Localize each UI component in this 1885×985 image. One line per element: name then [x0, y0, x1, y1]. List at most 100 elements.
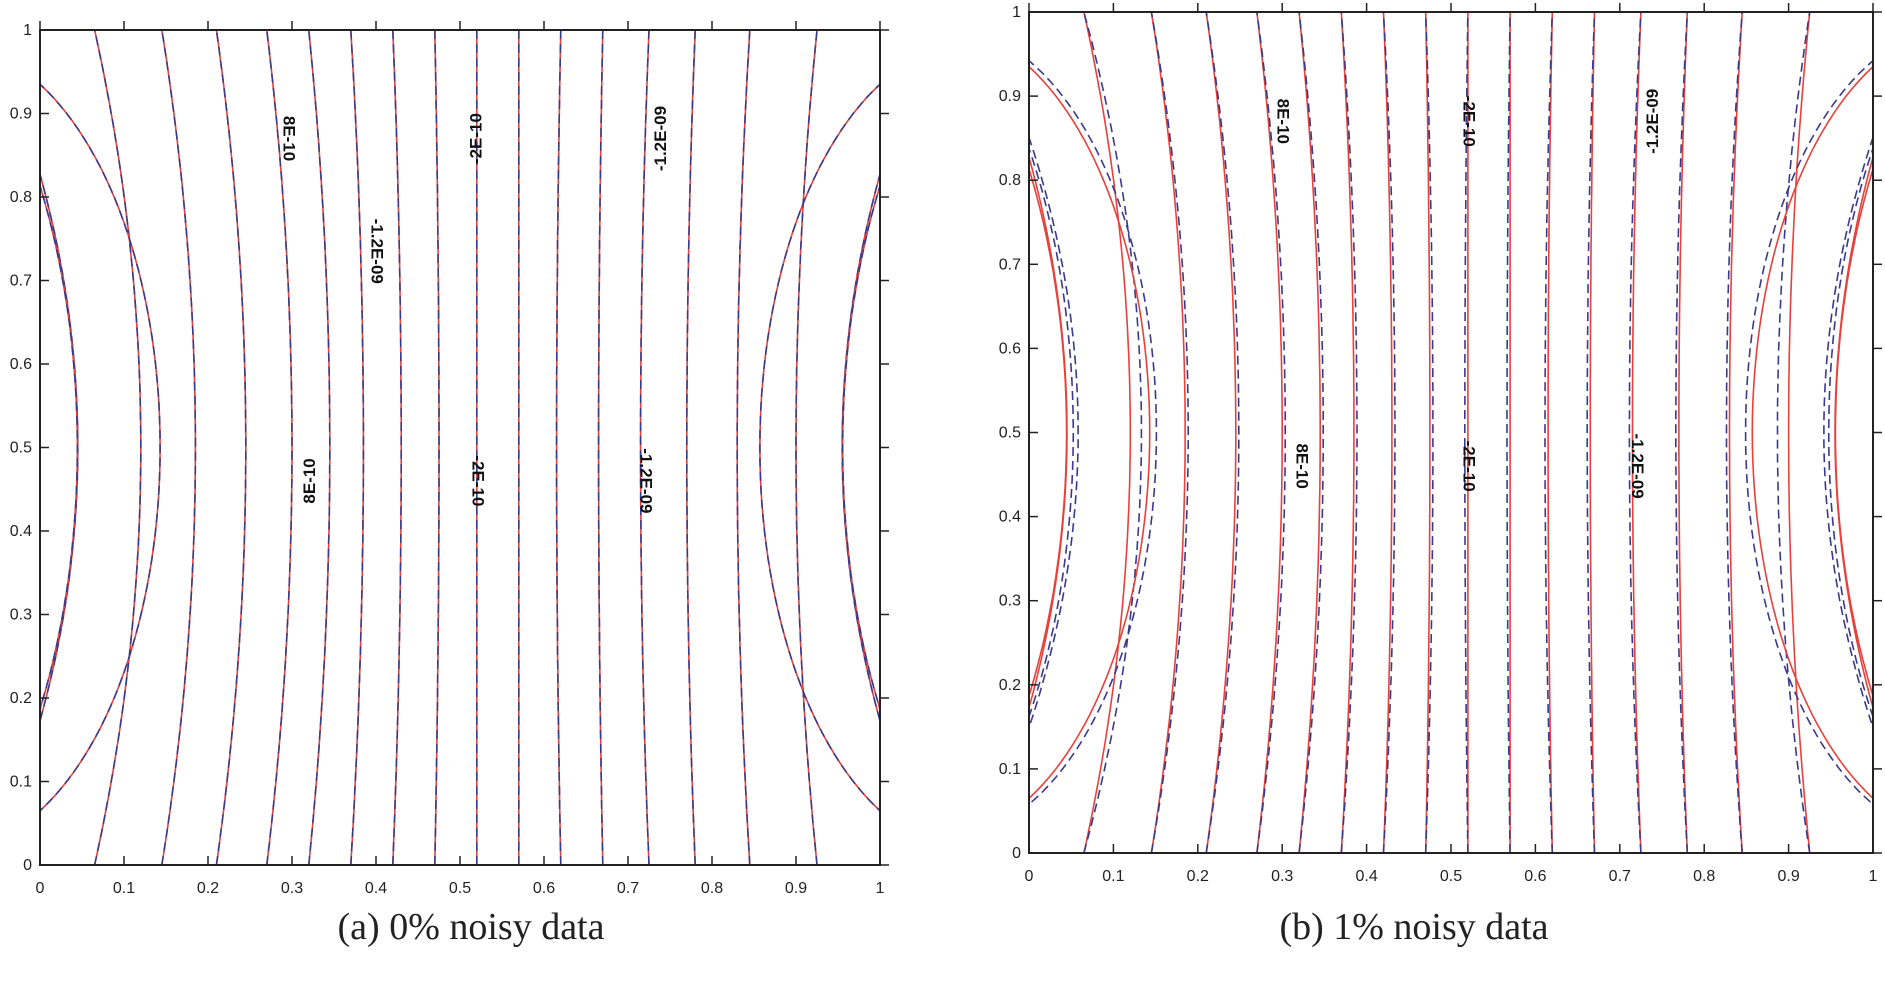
contour-approx-11 [1544, 12, 1554, 853]
contour-approx-1 [93, 30, 142, 865]
x-tick-label: 0.1 [1102, 868, 1124, 885]
contour-approx-16 [1776, 12, 1811, 853]
edge-contour-exact-2 [1029, 166, 1068, 699]
edge-contour-exact-3 [841, 183, 880, 712]
contour-approx-7 [1382, 12, 1396, 853]
contour-exact-6 [1340, 12, 1355, 853]
contour-approx-17 [1823, 134, 1873, 731]
y-tick-label: 0.3 [999, 593, 1021, 610]
x-tick-label: 1 [876, 880, 885, 897]
contour-label: -1.2E-09 [651, 106, 670, 171]
contour-approx-12 [1586, 12, 1596, 853]
contour-exact-16 [1787, 12, 1811, 853]
edge-contour-approx-1 [759, 83, 880, 812]
contour-exact-8 [434, 30, 440, 865]
contour-exact-7 [1382, 12, 1393, 853]
y-tick-label: 0.2 [999, 677, 1021, 694]
contour-label: 8E-10 [1292, 443, 1311, 488]
contour-exact-7 [392, 30, 402, 865]
edge-contour-approx-1 [1744, 59, 1873, 806]
edge-contour-approx-2 [40, 183, 79, 712]
y-tick-label: 0.6 [10, 356, 32, 373]
x-tick-label: 0.3 [281, 880, 303, 897]
x-tick-label: 0.5 [1440, 868, 1462, 885]
contour-exact-3 [1205, 12, 1237, 853]
y-tick-label: 0 [1012, 845, 1021, 862]
y-tick-label: 0 [23, 857, 32, 874]
y-tick-label: 0.1 [999, 761, 1021, 778]
contour-approx-5 [1298, 12, 1324, 853]
edge-contour-approx-0 [40, 83, 161, 812]
x-tick-label: 0.9 [1777, 868, 1799, 885]
y-tick-label: 0.3 [10, 607, 32, 624]
y-tick-label: 0.4 [999, 509, 1021, 526]
contour-label: 8E-10 [279, 116, 298, 161]
contour-approx-3 [215, 30, 247, 865]
edge-contour-exact-0 [1029, 65, 1151, 800]
contour-label: -2E-10 [1459, 96, 1478, 147]
figure-a: 0 0.1 0.2 0.3 0.4 0.5 0.6 0.7 0.8 0.9 1 0 0.1 0.2 0.3 0… [0, 0, 942, 985]
caption-b: (b) 1% noisy data [1279, 906, 1549, 948]
edge-contour-approx-0 [1029, 59, 1158, 806]
contour-exact-13 [639, 30, 650, 865]
contour-exact-11 [1547, 12, 1554, 853]
contour-exact-14 [1678, 12, 1689, 853]
contour-exact-2 [1150, 12, 1186, 853]
x-tick-label: 0.5 [449, 880, 471, 897]
contour-label: -2E-10 [1459, 441, 1478, 492]
figure-b: 0 0.1 0.2 0.3 0.4 0.5 0.6 0.7 0.8 0.9 1 0 0.1 0.2 0.3 0… [943, 0, 1885, 985]
edge-contour-exact-1 [1751, 65, 1873, 800]
contour-lines [40, 30, 880, 865]
contour-approx-14 [1675, 12, 1689, 853]
y-tick-label: 0.9 [10, 106, 32, 123]
y-tick-label: 0.6 [999, 340, 1021, 357]
y-tick-label: 0.2 [10, 690, 32, 707]
y-tick-label: 0.5 [999, 425, 1021, 442]
y-tick-label: 0.4 [10, 523, 32, 540]
contour-exact-6 [350, 30, 365, 865]
contour-approx-15 [1725, 12, 1743, 853]
x-tick-label: 0.6 [533, 880, 555, 897]
x-tick-label: 0.9 [785, 880, 807, 897]
x-tick-label: 0.6 [1524, 868, 1546, 885]
contour-approx-6 [1340, 12, 1358, 853]
edge-contour-exact-3 [1834, 166, 1873, 699]
contour-approx-1 [1083, 12, 1143, 853]
contour-exact-15 [736, 30, 751, 865]
contour-approx-2 [1150, 12, 1189, 853]
y-tick-label: 0.7 [999, 256, 1021, 273]
y-tick-label: 0.1 [10, 774, 32, 791]
x-tick-label: 0 [36, 880, 45, 897]
contour-approx-4 [1256, 12, 1286, 853]
contour-label: 8E-10 [300, 458, 319, 503]
caption-a: (a) 0% noisy data [337, 906, 605, 948]
x-tick-label: 1 [1869, 868, 1878, 885]
y-tick-label: 0.8 [999, 172, 1021, 189]
contour-approx-8 [1424, 12, 1434, 853]
edge-contour-approx-3 [841, 183, 880, 712]
contour-label: -1.2E-09 [1643, 89, 1662, 154]
contour-label: -2E-10 [466, 113, 485, 164]
contour-label: -2E-10 [468, 455, 487, 506]
contour-approx-9 [1464, 12, 1469, 853]
x-tick-label: 0.2 [1187, 868, 1209, 885]
y-tick-label: 1 [1012, 4, 1021, 21]
contour-plot-b: 0 0.1 0.2 0.3 0.4 0.5 0.6 0.7 0.8 0.9 1 0 0.1 0.2 0.3 0… [999, 3, 1882, 885]
contour-plot-a: 0 0.1 0.2 0.3 0.4 0.5 0.6 0.7 0.8 0.9 1 0 0.1 0.2 0.3 0… [10, 21, 889, 897]
contour-label: -1.2E-09 [1628, 434, 1647, 499]
contour-exact-12 [1589, 12, 1596, 853]
x-tick-label: 0.7 [617, 880, 639, 897]
contour-exact-13 [1631, 12, 1642, 853]
contour-label: 8E-10 [1274, 99, 1293, 144]
x-tick-label: 0 [1025, 868, 1034, 885]
y-tick-label: 1 [23, 22, 32, 39]
x-tick-label: 0.8 [701, 880, 723, 897]
y-tick-label: 0.8 [10, 189, 32, 206]
x-tick-label: 0.2 [197, 880, 219, 897]
contour-exact-5 [1298, 12, 1321, 853]
contour-exact-1 [1083, 12, 1132, 853]
contour-exact-5 [308, 30, 331, 865]
y-tick-label: 0.5 [10, 440, 32, 457]
contour-exact-8 [1424, 12, 1431, 853]
contour-exact-12 [597, 30, 604, 865]
